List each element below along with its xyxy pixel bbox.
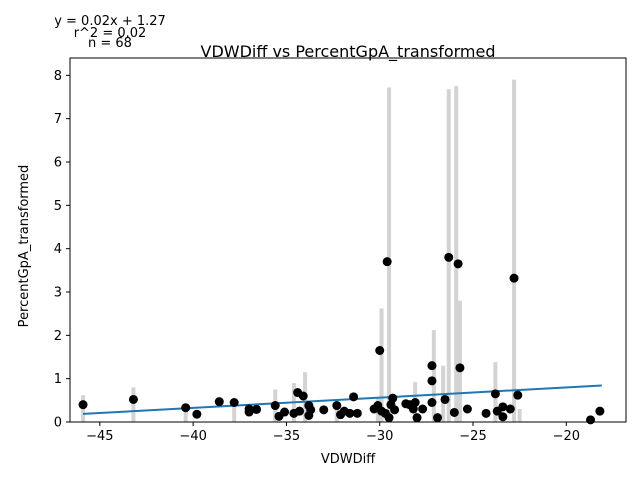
data-point-56 (498, 412, 508, 422)
data-point-61 (595, 406, 605, 416)
data-point-7 (244, 407, 254, 417)
data-point-4 (214, 397, 224, 407)
data-point-18 (306, 405, 316, 415)
x-tick-label: −30 (366, 429, 393, 444)
data-point-31 (382, 257, 392, 267)
x-tick-label: −20 (553, 429, 580, 444)
data-point-49 (453, 259, 463, 269)
data-point-25 (352, 408, 362, 418)
data-point-55 (498, 402, 508, 412)
data-point-47 (444, 252, 454, 262)
bar-9 (379, 308, 384, 422)
data-point-45 (433, 413, 443, 423)
bar-2 (183, 409, 188, 422)
bar-15 (454, 86, 459, 423)
data-point-3 (192, 409, 202, 419)
data-point-52 (481, 408, 491, 418)
x-tick-label: −40 (179, 429, 206, 444)
data-point-53 (490, 389, 500, 399)
points-layer (78, 252, 605, 425)
y-axis-label: PercentGpA_transformed (17, 165, 32, 328)
data-point-5 (229, 398, 239, 407)
y-tick-label: 2 (54, 329, 62, 344)
data-point-8 (252, 404, 262, 414)
y-ticks: 0 1 2 3 4 5 6 7 8 (54, 69, 70, 431)
bar-3 (232, 398, 237, 422)
data-point-19 (319, 405, 329, 415)
axes-frame (69, 57, 627, 423)
y-tick-label: 4 (54, 242, 62, 257)
data-point-43 (427, 361, 437, 371)
data-point-59 (513, 390, 523, 400)
x-tick-label: −25 (459, 429, 486, 444)
data-point-0 (78, 400, 88, 410)
y-tick-label: 7 (54, 112, 62, 127)
data-point-2 (181, 403, 191, 413)
data-point-34 (388, 393, 398, 403)
data-point-57 (505, 404, 515, 414)
y-tick-label: 8 (54, 69, 62, 84)
data-point-40 (412, 413, 422, 423)
data-point-23 (345, 408, 355, 418)
x-tick-label: −35 (273, 429, 300, 444)
sample-size-label: n = 68 (88, 36, 132, 51)
data-point-44 (427, 376, 437, 386)
data-point-11 (280, 407, 290, 417)
data-point-60 (586, 415, 596, 425)
bar-20 (517, 409, 522, 422)
y-tick-label: 6 (54, 156, 62, 171)
data-point-42 (427, 398, 437, 407)
data-point-50 (455, 363, 465, 373)
data-point-15 (298, 391, 308, 401)
data-point-51 (462, 404, 472, 414)
y-tick-label: 1 (54, 372, 62, 387)
y-tick-label: 0 (54, 416, 62, 431)
bar-19 (512, 79, 517, 423)
y-tick-label: 5 (54, 199, 62, 214)
y-tick-label: 3 (54, 286, 62, 301)
data-point-1 (128, 394, 138, 404)
data-point-32 (384, 413, 394, 423)
regression-equation: y = 0.02x + 1.27 (54, 14, 166, 29)
regression-layer (83, 384, 602, 415)
chart-title: VDWDiff vs PercentGpA_transformed (201, 42, 496, 62)
data-point-14 (294, 406, 304, 416)
data-point-39 (410, 398, 420, 407)
data-point-35 (390, 405, 400, 415)
bar-12 (431, 330, 436, 422)
x-axis-label: VDWDiff (321, 452, 376, 467)
r-squared-label: r^2 = 0.02 (74, 26, 147, 41)
data-point-46 (440, 394, 450, 404)
bar-1 (131, 387, 136, 422)
bar-17 (457, 300, 462, 422)
data-point-28 (375, 346, 385, 355)
data-point-48 (449, 407, 459, 417)
regression-line (83, 384, 602, 415)
x-tick-label: −45 (86, 429, 113, 444)
data-point-24 (349, 392, 359, 402)
bar-10 (387, 87, 392, 422)
data-point-9 (270, 401, 280, 411)
x-ticks: −45 −40 −35 −30 −25 −20 (86, 422, 580, 444)
data-point-58 (509, 273, 519, 283)
data-point-20 (332, 401, 342, 411)
data-point-41 (418, 404, 428, 414)
